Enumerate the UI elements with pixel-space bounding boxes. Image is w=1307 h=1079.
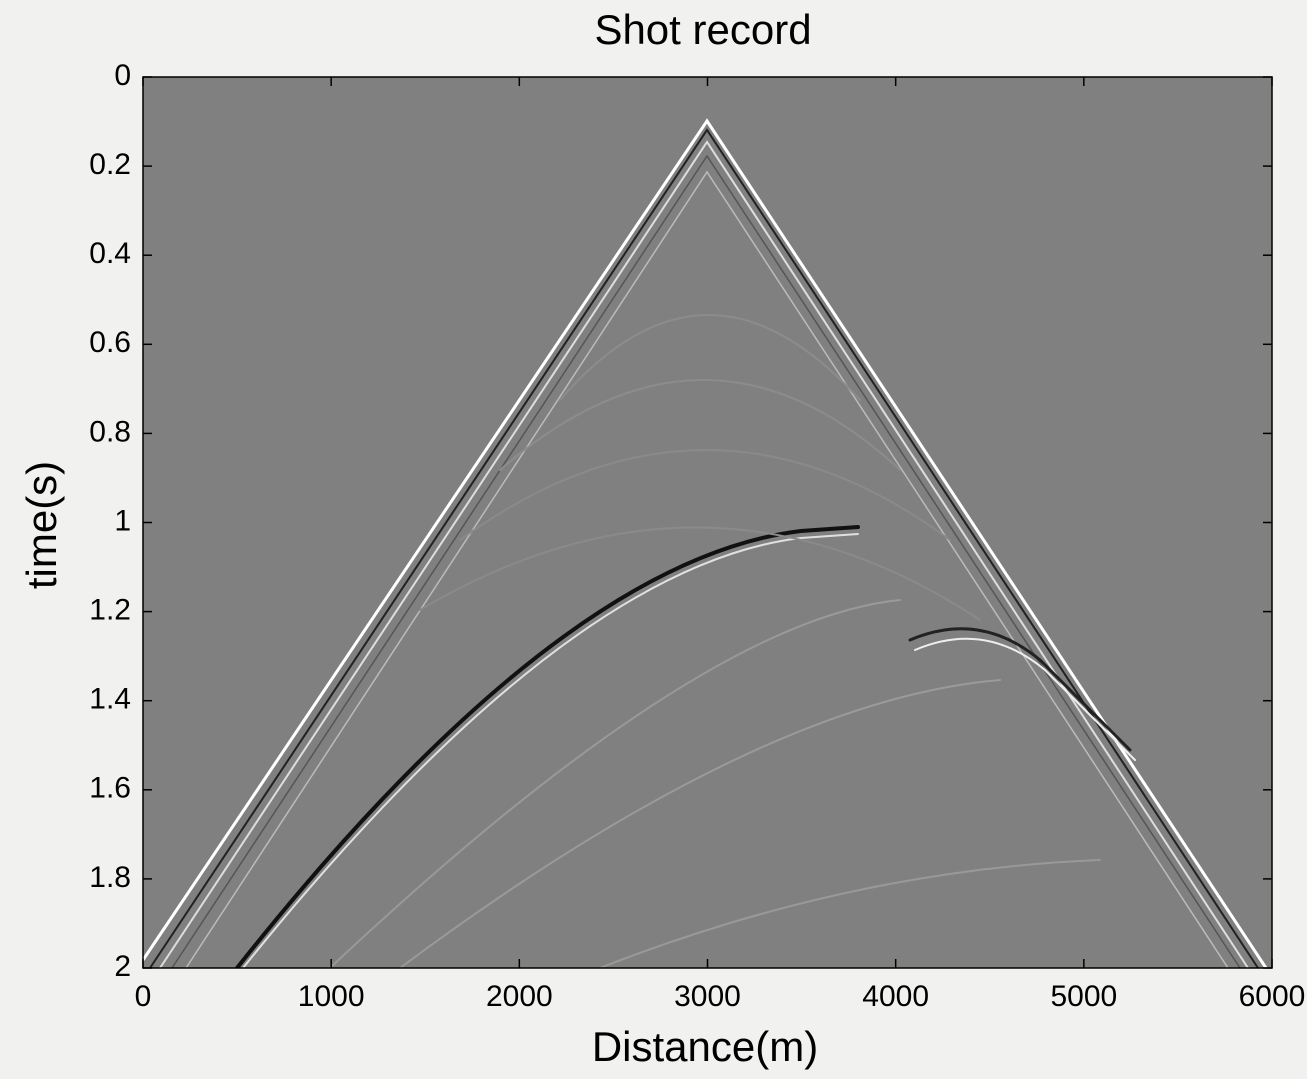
- reflection: [329, 599, 901, 968]
- x-tick-label: 3000: [674, 980, 741, 1013]
- reflection: [459, 449, 951, 541]
- y-tick-label: 1.8: [89, 861, 131, 894]
- chart-title: Shot record: [594, 6, 811, 53]
- reflection: [559, 314, 861, 401]
- y-tick-label: 1.6: [89, 772, 131, 805]
- x-axis-label: Distance(m): [592, 1023, 818, 1070]
- y-tick-label: 1: [114, 504, 131, 537]
- y-tick-label: 1.2: [89, 594, 131, 627]
- reflection: [499, 379, 901, 471]
- y-axis-label: time(s): [18, 461, 65, 589]
- reflection: [419, 526, 981, 621]
- direct-wave: [171, 154, 1241, 968]
- reflection: [399, 679, 1001, 968]
- direct-wave: [185, 170, 1229, 968]
- x-tick-label: 6000: [1239, 980, 1306, 1013]
- direct-wave: [149, 128, 1259, 968]
- y-tick-label: 1.4: [89, 683, 131, 716]
- x-tick-label: 0: [135, 980, 152, 1013]
- x-tick-label: 4000: [862, 980, 929, 1013]
- y-tick-label: 0.2: [89, 148, 131, 181]
- direct-wave: [143, 118, 1268, 968]
- y-tick-label: 2: [114, 950, 131, 983]
- x-tick-label: 5000: [1050, 980, 1117, 1013]
- y-tick-label: 0.4: [89, 237, 131, 270]
- y-tick-label: 0.6: [89, 326, 131, 359]
- seismic-pattern: [143, 118, 1268, 968]
- reflection: [914, 637, 1136, 761]
- x-tick-label: 2000: [486, 980, 553, 1013]
- plot-image: [143, 77, 1272, 968]
- reflection: [242, 533, 859, 968]
- reflection: [599, 859, 1101, 968]
- x-tick-label: 1000: [298, 980, 365, 1013]
- reflection: [908, 627, 1132, 752]
- y-tick-label: 0.8: [89, 415, 131, 448]
- reflection: [235, 525, 860, 968]
- y-tick-label: 0: [114, 59, 131, 92]
